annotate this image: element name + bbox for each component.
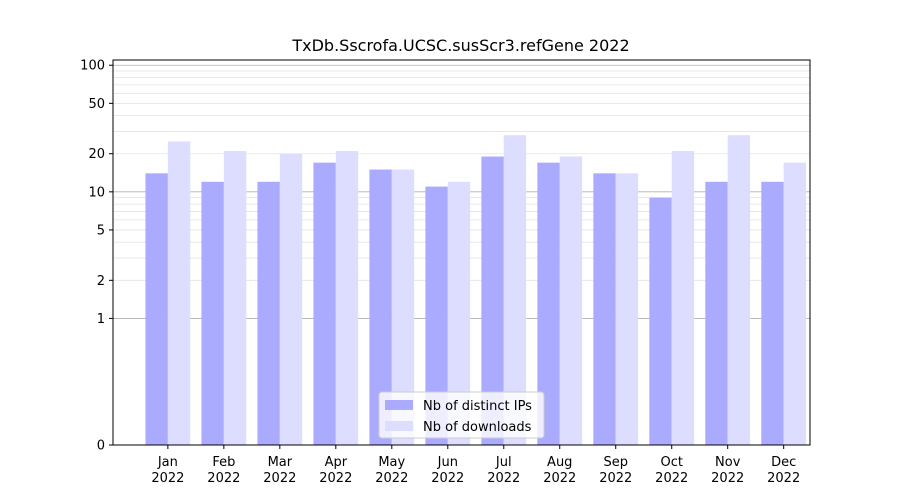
bar-downloads-3 bbox=[335, 151, 359, 445]
x-tick-label: Aug 2022 bbox=[543, 455, 576, 486]
y-tick-label: 50 bbox=[88, 97, 105, 112]
bar-distinct-ips-0 bbox=[145, 173, 168, 445]
legend-swatch bbox=[385, 421, 413, 431]
bar-downloads-0 bbox=[167, 141, 191, 445]
x-tick-label: Jan 2022 bbox=[151, 455, 184, 486]
x-tick-label: May 2022 bbox=[375, 455, 408, 486]
bar-distinct-ips-5 bbox=[425, 186, 448, 446]
bar-distinct-ips-11 bbox=[761, 181, 784, 445]
y-tick-label: 1 bbox=[97, 312, 105, 327]
bar-distinct-ips-3 bbox=[313, 162, 336, 445]
y-tick-label: 5 bbox=[97, 223, 105, 238]
x-tick-label: Oct 2022 bbox=[655, 455, 688, 486]
x-tick-label: Dec 2022 bbox=[767, 455, 800, 486]
bars bbox=[145, 135, 807, 446]
bar-distinct-ips-2 bbox=[257, 181, 280, 445]
x-tick-label: Jun 2022 bbox=[431, 455, 464, 486]
legend-box bbox=[378, 391, 545, 439]
x-tick-label: Mar 2022 bbox=[263, 455, 296, 486]
x-axis: Jan 2022 Feb 2022 Mar 2022 Apr 2022 May 2022 Jun 20… bbox=[151, 445, 800, 486]
bar-downloads-1 bbox=[223, 151, 247, 445]
x-tick-label: Nov 2022 bbox=[711, 455, 744, 486]
legend-label: Nb of downloads bbox=[423, 420, 532, 435]
bar-distinct-ips-4 bbox=[369, 169, 392, 445]
bar-distinct-ips-8 bbox=[593, 173, 616, 445]
bar-downloads-11 bbox=[783, 162, 807, 445]
bar-downloads-5 bbox=[447, 181, 471, 445]
legend-swatch bbox=[385, 400, 413, 410]
bar-downloads-2 bbox=[279, 153, 303, 446]
x-tick-label: Apr 2022 bbox=[319, 455, 352, 486]
bar-downloads-6 bbox=[503, 135, 527, 445]
bar-distinct-ips-10 bbox=[705, 181, 728, 445]
bar-downloads-4 bbox=[391, 169, 415, 445]
chart-title: TxDb.Sscrofa.UCSC.susScr3.refGene 2022 bbox=[291, 36, 629, 55]
legend: Nb of distinct IPs Nb of downloads bbox=[378, 391, 545, 439]
bar-distinct-ips-9 bbox=[649, 197, 672, 445]
y-tick-label: 20 bbox=[88, 147, 105, 162]
legend-label: Nb of distinct IPs bbox=[423, 399, 532, 414]
x-tick-label: Jul 2022 bbox=[487, 455, 520, 486]
x-tick-label: Sep 2022 bbox=[599, 455, 632, 486]
y-tick-label: 0 bbox=[97, 439, 105, 454]
bar-distinct-ips-6 bbox=[481, 156, 504, 446]
y-tick-label: 2 bbox=[97, 274, 105, 289]
y-tick-label: 100 bbox=[80, 59, 105, 74]
x-tick-label: Feb 2022 bbox=[207, 455, 240, 486]
bar-distinct-ips-1 bbox=[201, 181, 224, 445]
bar-downloads-8 bbox=[615, 173, 639, 445]
y-tick-label: 10 bbox=[88, 185, 105, 200]
bar-distinct-ips-7 bbox=[537, 162, 560, 445]
plot-frame bbox=[112, 59, 811, 446]
y-axis: 0 1 2 5 10 20 50 100 bbox=[80, 59, 113, 454]
bar-downloads-9 bbox=[671, 151, 695, 445]
bar-downloads-7 bbox=[559, 156, 583, 446]
bar-downloads-10 bbox=[727, 135, 751, 445]
